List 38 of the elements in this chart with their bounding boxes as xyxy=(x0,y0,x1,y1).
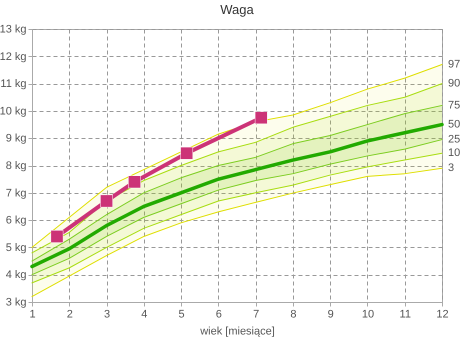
y-tick-label: 6 kg xyxy=(6,214,26,227)
y-tick-label: 8 kg xyxy=(6,160,26,172)
series-label: 75 xyxy=(448,99,460,112)
series-label: 10 xyxy=(448,147,460,160)
series-label: 90 xyxy=(448,78,460,90)
x-tick-label: 8 xyxy=(290,308,296,320)
y-tick-label: 9 kg xyxy=(6,132,26,145)
x-tick-label: 2 xyxy=(66,308,73,320)
series-label: 3 xyxy=(448,162,454,174)
x-tick-label: 10 xyxy=(362,308,374,320)
y-tick-label: 3 kg xyxy=(6,296,26,308)
x-tick-label: 5 xyxy=(178,308,185,320)
y-tick-label: 5 kg xyxy=(6,242,26,254)
series-label: 50 xyxy=(448,118,460,131)
x-tick-label: 12 xyxy=(436,308,449,320)
point xyxy=(180,146,194,160)
y-tick-label: 10 kg xyxy=(0,105,26,118)
series-label: 25 xyxy=(448,134,460,146)
y-tick-label: 4 kg xyxy=(6,269,26,282)
point xyxy=(128,176,141,188)
point xyxy=(254,111,268,124)
x-tick-label: 11 xyxy=(400,308,411,320)
x-tick-label: 7 xyxy=(253,308,260,320)
x-tick-label: 4 xyxy=(141,308,148,320)
line-series xyxy=(32,168,442,298)
point xyxy=(100,194,113,208)
x-tick-label: 3 xyxy=(104,308,110,320)
y-tick-label: 11 kg xyxy=(0,78,26,90)
x-tick-label: 1 xyxy=(29,308,36,320)
y-tick-label: 12 kg xyxy=(0,50,26,63)
series-label: 97 xyxy=(448,58,460,70)
chart-title: Waga xyxy=(220,2,255,17)
x-axis-title: wiek [miesiące] xyxy=(199,326,275,338)
y-tick-label: 7 kg xyxy=(6,187,26,200)
point xyxy=(50,230,64,243)
y-tick-label: 13 kg xyxy=(0,24,26,36)
x-tick-label: 6 xyxy=(216,308,222,320)
x-tick-label: 9 xyxy=(328,308,334,320)
